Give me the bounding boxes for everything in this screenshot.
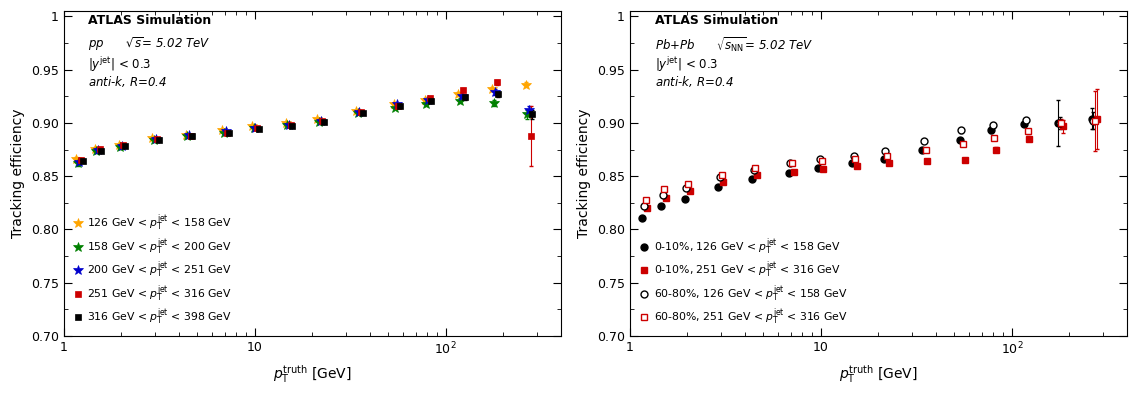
- Text: ATLAS Simulation: ATLAS Simulation: [89, 14, 212, 27]
- Text: ATLAS Simulation: ATLAS Simulation: [654, 14, 778, 27]
- Text: Pb+Pb      $\sqrt{s_{\mathrm{NN}}}$= 5.02 TeV: Pb+Pb $\sqrt{s_{\mathrm{NN}}}$= 5.02 TeV: [654, 36, 814, 54]
- Y-axis label: Tracking efficiency: Tracking efficiency: [577, 109, 592, 238]
- Legend: 0-10%, 126 GeV < $p_{\mathrm{T}}^{\mathrm{jet}}$ < 158 GeV, 0-10%, 251 GeV < $p_: 0-10%, 126 GeV < $p_{\mathrm{T}}^{\mathr…: [635, 233, 850, 331]
- Text: $|y^{\mathrm{jet}}|$ < 0.3: $|y^{\mathrm{jet}}|$ < 0.3: [89, 55, 151, 74]
- Legend: 126 GeV < $p_{\mathrm{T}}^{\mathrm{jet}}$ < 158 GeV, 158 GeV < $p_{\mathrm{T}}^{: 126 GeV < $p_{\mathrm{T}}^{\mathrm{jet}}…: [69, 209, 236, 331]
- Text: anti-$k$, $R$=0.4: anti-$k$, $R$=0.4: [654, 74, 734, 89]
- Text: anti-$k$, $R$=0.4: anti-$k$, $R$=0.4: [89, 74, 167, 89]
- Y-axis label: Tracking efficiency: Tracking efficiency: [11, 109, 25, 238]
- X-axis label: $p_{\mathrm{T}}^{\mathrm{truth}}$ [GeV]: $p_{\mathrm{T}}^{\mathrm{truth}}$ [GeV]: [273, 363, 352, 385]
- Text: $pp$      $\sqrt{s}$= 5.02 TeV: $pp$ $\sqrt{s}$= 5.02 TeV: [89, 36, 211, 53]
- Text: $|y^{\mathrm{jet}}|$ < 0.3: $|y^{\mathrm{jet}}|$ < 0.3: [654, 55, 718, 74]
- X-axis label: $p_{\mathrm{T}}^{\mathrm{truth}}$ [GeV]: $p_{\mathrm{T}}^{\mathrm{truth}}$ [GeV]: [839, 363, 917, 385]
